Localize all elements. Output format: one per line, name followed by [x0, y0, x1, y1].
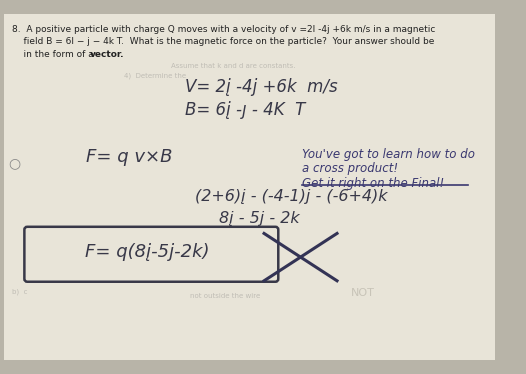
Text: You've got to learn how to do: You've got to learn how to do	[302, 148, 475, 161]
Text: 4)  Determine the: 4) Determine the	[124, 72, 186, 79]
Text: 8.  A positive particle with charge Q moves with a velocity of v =2I -4j +6k m/s: 8. A positive particle with charge Q mov…	[12, 25, 436, 34]
Text: ○: ○	[8, 156, 21, 170]
Text: a cross product!: a cross product!	[302, 162, 398, 175]
Text: NOT: NOT	[351, 288, 375, 298]
Text: F= q v×B: F= q v×B	[86, 148, 173, 166]
Text: Get it right on the Final!: Get it right on the Final!	[302, 177, 444, 190]
Text: vector.: vector.	[90, 50, 124, 59]
Text: V= 2į -4j +6k  m/s: V= 2į -4j +6k m/s	[186, 78, 338, 96]
Text: not outside the wire: not outside the wire	[190, 293, 260, 299]
Text: (2+6)į - (-4-1)j - (-6+4)k: (2+6)į - (-4-1)j - (-6+4)k	[195, 189, 388, 204]
Text: Assume that k and d are constants.: Assume that k and d are constants.	[171, 63, 296, 69]
Text: F= q(8į-5j-2k): F= q(8į-5j-2k)	[85, 243, 210, 261]
Text: 8į - 5j - 2k: 8į - 5j - 2k	[219, 211, 299, 226]
Text: B= 6į -ȷ - 4K  T: B= 6į -ȷ - 4K T	[186, 101, 306, 119]
Text: field B = 6I − j − 4k T.  What is the magnetic force on the particle?  Your answ: field B = 6I − j − 4k T. What is the mag…	[12, 37, 434, 46]
Text: b)  c: b) c	[12, 288, 27, 295]
FancyBboxPatch shape	[5, 13, 495, 361]
Text: in the form of a: in the form of a	[12, 50, 97, 59]
